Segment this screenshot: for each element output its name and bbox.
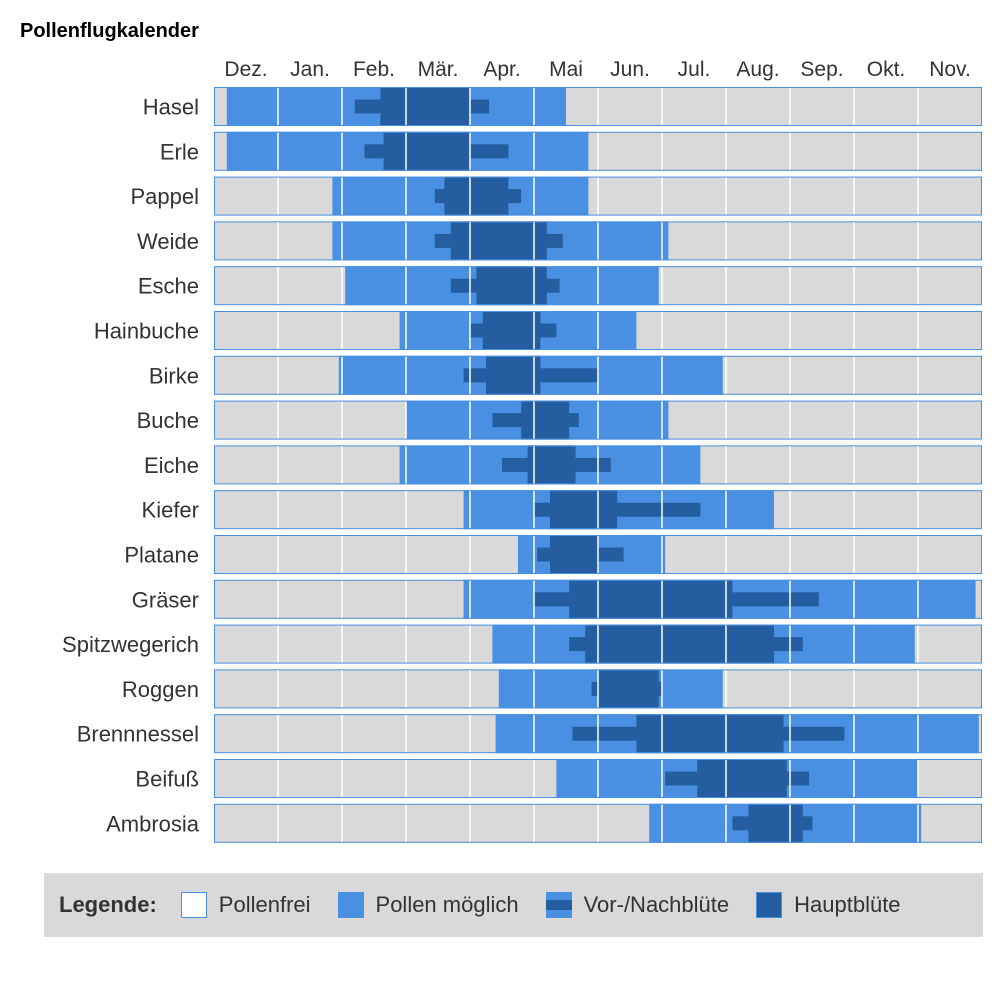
plant-rows: Hasel Erle Pappel Weide Esche Hainbuche Birke B… [62,87,982,843]
plant-label: Beifuß [135,767,199,792]
plant-label: Erle [160,139,199,164]
row-border [214,176,982,216]
month-label: Mai [549,58,583,81]
plant-row: Erle [160,131,982,171]
legend-label-vor-nachbluete: Vor-/Nachblüte [583,892,730,917]
hauptbluete-bar [527,445,576,485]
row-border [214,445,982,485]
plant-row: Beifuß [135,759,982,798]
hauptbluete-bar [569,579,733,619]
legend-title: Legende: [59,892,157,917]
plant-row: Platane [124,535,982,574]
hauptbluete-bar [550,490,618,530]
row-border [214,87,982,126]
plant-row: Roggen [122,669,982,709]
plant-row: Hasel [143,87,982,126]
plant-row: Esche [138,266,982,306]
row-border [214,400,982,440]
pollen-calendar-chart: Dez. Jan. Feb. Mär. Apr. Mai Jun. Jul. Aug. Sep. O… [62,58,982,843]
row-border [214,221,982,261]
plant-label: Spitzwegerich [62,632,199,657]
row-border [214,131,982,171]
row-border [214,535,982,574]
hauptbluete-bar [486,355,541,395]
plant-label: Birke [149,363,199,388]
plant-row: Hainbuche [94,311,982,350]
plant-row: Eiche [144,445,982,485]
legend-label-hauptbluete: Hauptblüte [794,892,901,917]
plant-label: Eiche [144,453,199,478]
legend-item-hauptbluete: Hauptblüte [756,892,901,918]
legend-label-pollenfrei: Pollenfrei [218,892,311,917]
plant-label: Platane [124,543,199,568]
row-border [214,266,982,306]
plant-row: Birke [149,355,982,395]
plant-row: Kiefer [142,490,982,530]
plant-label: Brennnessel [77,722,199,747]
legend-item-pollenfrei: Pollenfrei [180,892,311,918]
row-border [214,714,982,754]
row-border [214,669,982,709]
row-border [214,311,982,350]
month-label: Okt. [867,58,906,81]
hauptbluete-bar [748,803,803,843]
hauptbluete-bar [450,221,547,261]
plant-label: Ambrosia [106,811,200,836]
plant-label: Hasel [143,95,199,120]
row-border [214,490,982,530]
chart-title: Pollenflugkalender [20,20,199,42]
month-label: Feb. [353,58,395,81]
month-label: Aug. [736,58,779,81]
plant-row: Brennnessel [77,714,982,754]
hauptbluete-bar [380,87,470,126]
row-border [214,803,982,843]
plant-label: Weide [137,229,199,254]
hauptbluete-bar [444,176,509,216]
hauptbluete-bar [550,535,598,574]
plant-row: Buche [137,400,982,440]
plant-label: Buche [137,408,199,433]
plant-row: Gräser [132,579,982,619]
legend-item-pollen-moeglich: Pollen möglich [337,892,519,918]
plant-label: Hainbuche [94,319,199,344]
month-label: Nov. [929,58,971,81]
legend-swatch-pollen-moeglich [337,892,364,918]
row-border [214,624,982,664]
hauptbluete-bar [636,714,784,754]
month-labels: Dez. Jan. Feb. Mär. Apr. Mai Jun. Jul. Aug. Sep. O… [224,58,970,81]
legend: Legende: Pollenfrei Pollen möglich Vor-/… [44,873,983,937]
hauptbluete-bar [697,759,787,798]
legend-item-vor-nachbluete: Vor-/Nachblüte [545,892,730,918]
legend-swatch-pollenfrei [180,892,207,918]
hauptbluete-bar [598,669,659,709]
plant-row: Weide [137,221,982,261]
plant-label: Gräser [132,587,199,612]
hauptbluete-bar [476,266,547,306]
month-label: Apr. [483,58,520,81]
month-label: Jul. [678,58,711,81]
month-label: Jan. [290,58,330,81]
row-border [214,579,982,619]
legend-label-pollen-moeglich: Pollen möglich [375,892,519,917]
month-label: Sep. [800,58,843,81]
plant-label: Roggen [122,677,199,702]
plant-row: Spitzwegerich [62,624,982,664]
row-border [214,759,982,798]
hauptbluete-bar [521,400,570,440]
legend-swatch-hauptbluete [756,892,783,918]
plant-label: Kiefer [142,498,199,523]
hauptbluete-bar [585,624,774,664]
plant-label: Esche [138,274,199,299]
plant-label: Pappel [130,184,199,209]
hauptbluete-bar [482,311,541,350]
plant-row: Pappel [130,176,982,216]
month-label: Dez. [224,58,267,81]
hauptbluete-bar [383,131,470,171]
month-label: Jun. [610,58,650,81]
legend-swatch-vor-nachbluete [545,892,572,918]
month-label: Mär. [418,58,459,81]
plant-row: Ambrosia [106,803,982,843]
row-border [214,355,982,395]
